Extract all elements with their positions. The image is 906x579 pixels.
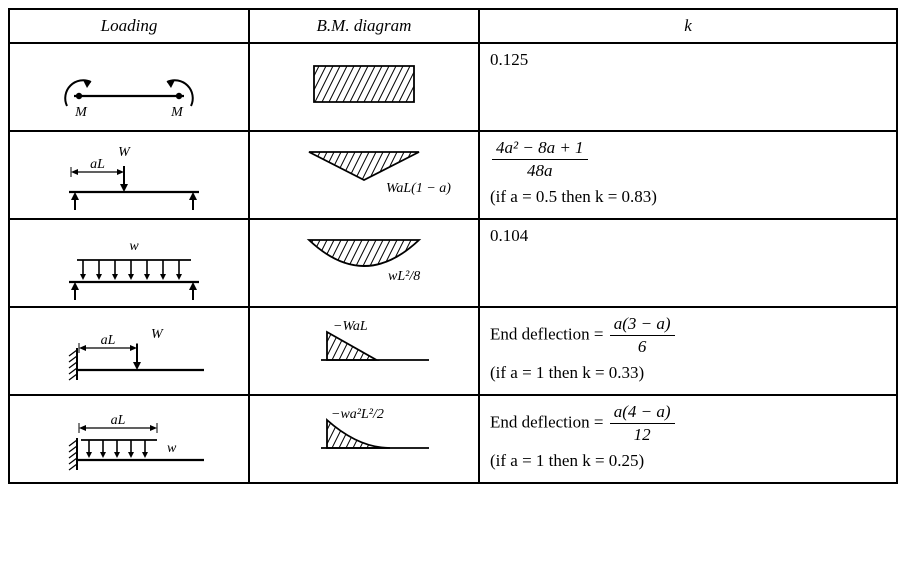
svg-text:w: w [129,239,139,254]
svg-text:−wa²L²/2: −wa²L²/2 [331,407,384,422]
bm-diagram [249,43,479,131]
svg-text:aL: aL [101,333,116,348]
table-row: WaL −WaL End deflection = a(3 − a)6(if a =… [9,307,897,395]
svg-text:w: w [167,441,177,456]
k-value: End deflection = a(3 − a)6(if a = 1 then… [479,307,897,395]
svg-text:aL: aL [111,413,126,428]
svg-text:M: M [74,105,88,120]
header-k: k [479,9,897,43]
k-value: End deflection = a(4 − a)12(if a = 1 the… [479,395,897,483]
loading-diagram: WaL [9,131,249,219]
bm-diagram: WaL(1 − a) [249,131,479,219]
bm-diagram: wL²/8 [249,219,479,307]
svg-text:wL²/8: wL²/8 [388,269,420,284]
loading-diagram: WaL [9,307,249,395]
table-row: MM0.125 [9,43,897,131]
k-value: 0.125 [479,43,897,131]
table-row: w aL −wa²L²/2 End deflection = a(4 − a)12(i… [9,395,897,483]
table-row: WaL WaL(1 − a) 4a² − 8a + 148a(if a = 0.5 … [9,131,897,219]
beam-table: Loading B.M. diagram k MM0.125WaLWaL(1 −… [8,8,898,484]
bm-diagram: −wa²L²/2 [249,395,479,483]
svg-text:WaL(1 − a): WaL(1 − a) [386,181,451,196]
svg-text:−WaL: −WaL [333,319,368,334]
svg-text:W: W [118,145,131,160]
loading-diagram: MM [9,43,249,131]
header-bm: B.M. diagram [249,9,479,43]
svg-text:M: M [170,105,184,120]
loading-diagram: w aL [9,395,249,483]
header-row: Loading B.M. diagram k [9,9,897,43]
svg-text:W: W [151,327,164,342]
svg-text:aL: aL [90,157,105,172]
bm-diagram: −WaL [249,307,479,395]
k-value: 4a² − 8a + 148a(if a = 0.5 then k = 0.83… [479,131,897,219]
header-loading: Loading [9,9,249,43]
k-value: 0.104 [479,219,897,307]
table-row: w wL²/8 0.104 [9,219,897,307]
loading-diagram: w [9,219,249,307]
